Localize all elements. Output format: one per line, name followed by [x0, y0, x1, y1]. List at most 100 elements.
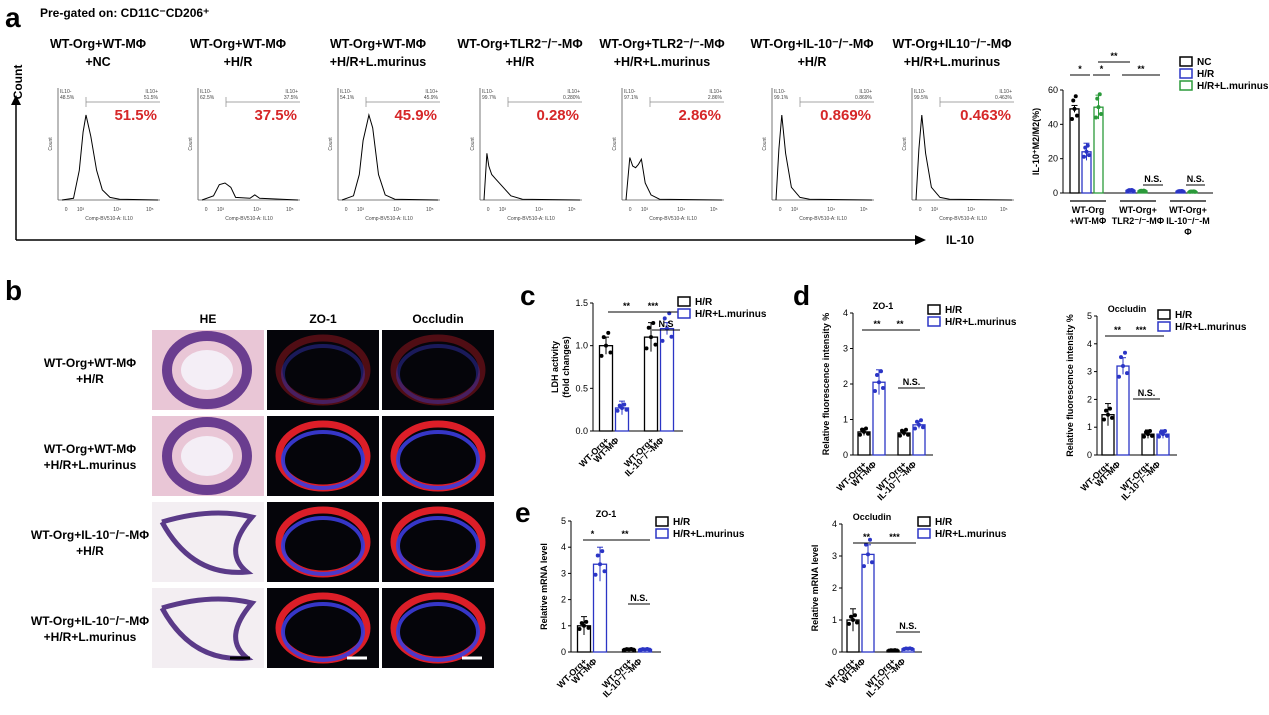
gate-pos-label: IL10+	[567, 89, 580, 95]
flow-panel-subtitle: +H/R	[798, 55, 827, 69]
he-lumen	[181, 436, 233, 476]
gate-neg-value: 62.5%	[200, 95, 215, 101]
fluorescence-background	[382, 416, 494, 496]
y-tick-label: 0	[832, 647, 837, 657]
chart-title: ZO-1	[873, 301, 894, 311]
y-tick-label: 2	[561, 595, 566, 605]
micrograph-row-label: +H/R+L.murinus	[44, 458, 137, 472]
category-label: WT-Org+	[1169, 205, 1207, 215]
data-point	[875, 372, 879, 377]
data-point	[622, 402, 627, 407]
flow-tick-label: 10⁵	[286, 207, 294, 213]
data-point	[647, 647, 652, 652]
data-point	[599, 353, 604, 358]
data-point	[910, 647, 914, 652]
significance-label: N.S.	[1138, 388, 1156, 398]
legend-label: H/R+L.murinus	[945, 317, 1017, 328]
y-tick-label: 4	[832, 519, 837, 529]
data-point	[1125, 371, 1129, 376]
data-point	[1157, 434, 1161, 439]
legend-swatch	[927, 304, 941, 315]
data-point	[660, 338, 665, 343]
gate-pos-label: IL10+	[425, 89, 438, 95]
occludin-image	[382, 502, 494, 582]
histogram-line	[201, 182, 299, 201]
flow-x-label: Comp-BV510-A: IL10	[939, 216, 987, 222]
data-point	[1181, 189, 1185, 194]
fluorescence-background	[382, 330, 494, 410]
data-point	[913, 426, 917, 431]
data-point	[1131, 188, 1135, 193]
gate-pos-value: 45.9%	[424, 95, 439, 101]
gate-neg-label: IL10-	[200, 89, 212, 95]
histogram-line	[625, 157, 723, 201]
data-point	[858, 432, 862, 437]
significance-label: N.S.	[630, 593, 648, 603]
data-point	[1072, 106, 1077, 111]
data-point	[1104, 408, 1108, 413]
fluorescence-background	[382, 588, 494, 668]
flow-tick-label: 0	[629, 207, 632, 213]
panel-letter-a: a	[5, 2, 21, 33]
gate-pos-label: IL10+	[145, 89, 158, 95]
gate-percent: 51.5%	[114, 107, 157, 124]
legend-swatch	[1179, 80, 1193, 91]
zo1-image	[267, 416, 379, 496]
gate-percent: 45.9%	[394, 107, 437, 124]
significance-label: N.S.	[1187, 174, 1205, 184]
data-point	[906, 432, 910, 437]
flow-tick-label: 10⁴	[113, 207, 121, 213]
significance-label: ***	[648, 301, 659, 311]
data-point	[1106, 412, 1110, 417]
flow-panel-subtitle: +NC	[85, 55, 110, 69]
data-point	[1148, 429, 1152, 434]
panel-letter-b: b	[5, 275, 22, 306]
data-point	[631, 647, 636, 652]
he-image	[152, 416, 264, 496]
flow-tick-label: 10³	[931, 207, 939, 213]
data-point	[1117, 374, 1121, 379]
flow-tick-label: 10⁴	[535, 207, 543, 213]
flow-panel-subtitle: +H/R	[506, 55, 535, 69]
micrograph-column-header: Occludin	[412, 312, 463, 326]
significance-label: ***	[889, 532, 900, 542]
legend-label: H/R+L.murinus	[673, 529, 745, 540]
legend-swatch	[1179, 56, 1193, 67]
data-point	[1102, 417, 1106, 422]
flow-tick-label: 10³	[641, 207, 649, 213]
he-tissue	[162, 331, 252, 409]
gate-pos-value: 37.5%	[284, 95, 299, 101]
y-tick-label: 60	[1048, 85, 1058, 95]
legend-label: H/R	[695, 297, 713, 308]
significance-label: **	[1114, 325, 1122, 335]
flow-tick-label: 10³	[791, 207, 799, 213]
y-tick-label: 2	[832, 583, 837, 593]
data-point	[1165, 433, 1169, 438]
data-point	[898, 433, 902, 438]
y-tick-label: 2	[843, 379, 848, 389]
flow-panel-title: WT-Org+WT-MΦ	[50, 37, 146, 51]
chart-title: Occludin	[1108, 304, 1147, 314]
data-point	[644, 346, 649, 351]
gate-pos-label: IL10+	[999, 89, 1012, 95]
flow-tick-label: 0	[487, 207, 490, 213]
histogram-line	[483, 153, 581, 201]
data-point	[1123, 350, 1127, 355]
data-point	[1110, 415, 1114, 420]
data-point	[895, 648, 899, 653]
significance-label: **	[1110, 51, 1118, 61]
data-point	[902, 430, 906, 435]
y-tick-label: 1	[1087, 422, 1092, 432]
y-tick-label: 4	[561, 542, 566, 552]
bar	[659, 327, 675, 432]
fluorescence-background	[382, 502, 494, 582]
data-point	[615, 408, 620, 413]
flow-panel-1: WT-Org+WT-MΦ+NCIL10-48.5%IL10+51.5%51.5%…	[48, 37, 160, 222]
significance-label: ***	[1136, 325, 1147, 335]
legend-swatch	[1179, 68, 1193, 79]
micrograph-row-label: WT-Org+WT-MΦ	[44, 442, 136, 456]
micrograph-column-header: HE	[200, 312, 217, 326]
gate-pos-value: 0.463%	[995, 95, 1013, 101]
significance-label: **	[863, 532, 871, 542]
data-point	[598, 562, 602, 567]
